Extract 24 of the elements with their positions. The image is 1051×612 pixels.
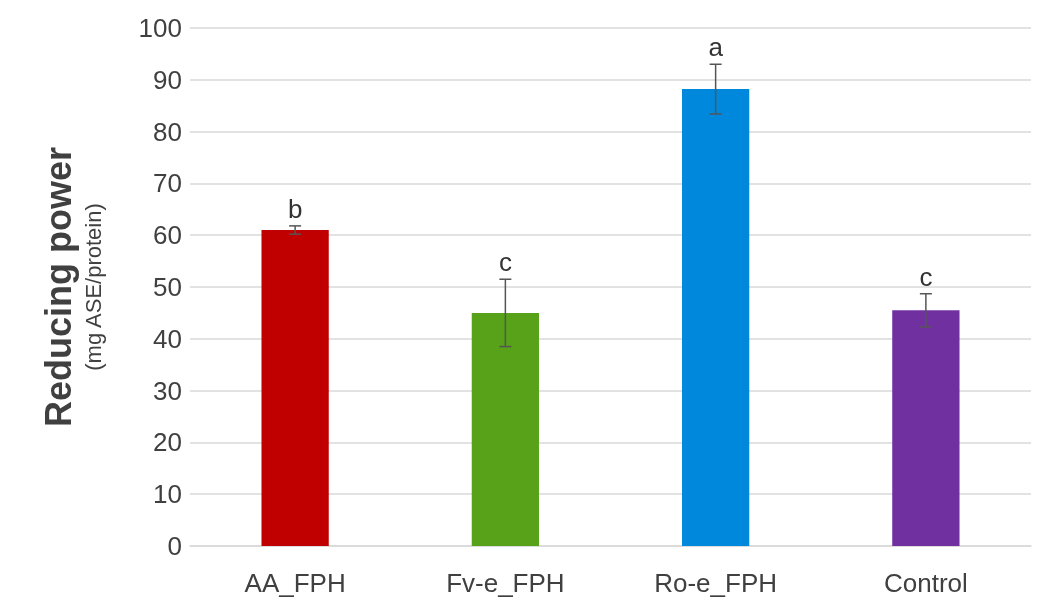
y-tick-label: 10 xyxy=(153,479,182,510)
y-tick-label: 80 xyxy=(153,116,182,147)
y-tick-label: 40 xyxy=(153,323,182,354)
annotation: a xyxy=(708,32,724,63)
bar xyxy=(681,89,750,546)
annotation: b xyxy=(287,193,303,224)
y-axis-title: Reducing power (mg ASE/protein) xyxy=(37,146,106,428)
y-tick-label: 100 xyxy=(138,13,182,43)
y-tick-label: 30 xyxy=(153,375,182,406)
y-tick-label: 60 xyxy=(153,220,182,251)
annotation: c xyxy=(919,261,933,292)
bar xyxy=(471,312,540,546)
y-tick-label: 70 xyxy=(153,168,182,199)
y-tick-label: 50 xyxy=(153,272,182,302)
x-tick-label: Ro-e_FPH xyxy=(654,568,778,598)
x-tick-label: AA_FPH xyxy=(244,568,346,598)
bar xyxy=(892,310,960,546)
bar xyxy=(261,230,329,546)
y-tick-label: 0 xyxy=(167,531,182,561)
x-tick-label: Fv-e_FPH xyxy=(446,568,565,598)
annotation: c xyxy=(498,247,512,278)
y-tick-label: 90 xyxy=(153,64,182,95)
y-tick-label: 20 xyxy=(153,427,182,458)
x-tick-label: Control xyxy=(883,568,968,598)
